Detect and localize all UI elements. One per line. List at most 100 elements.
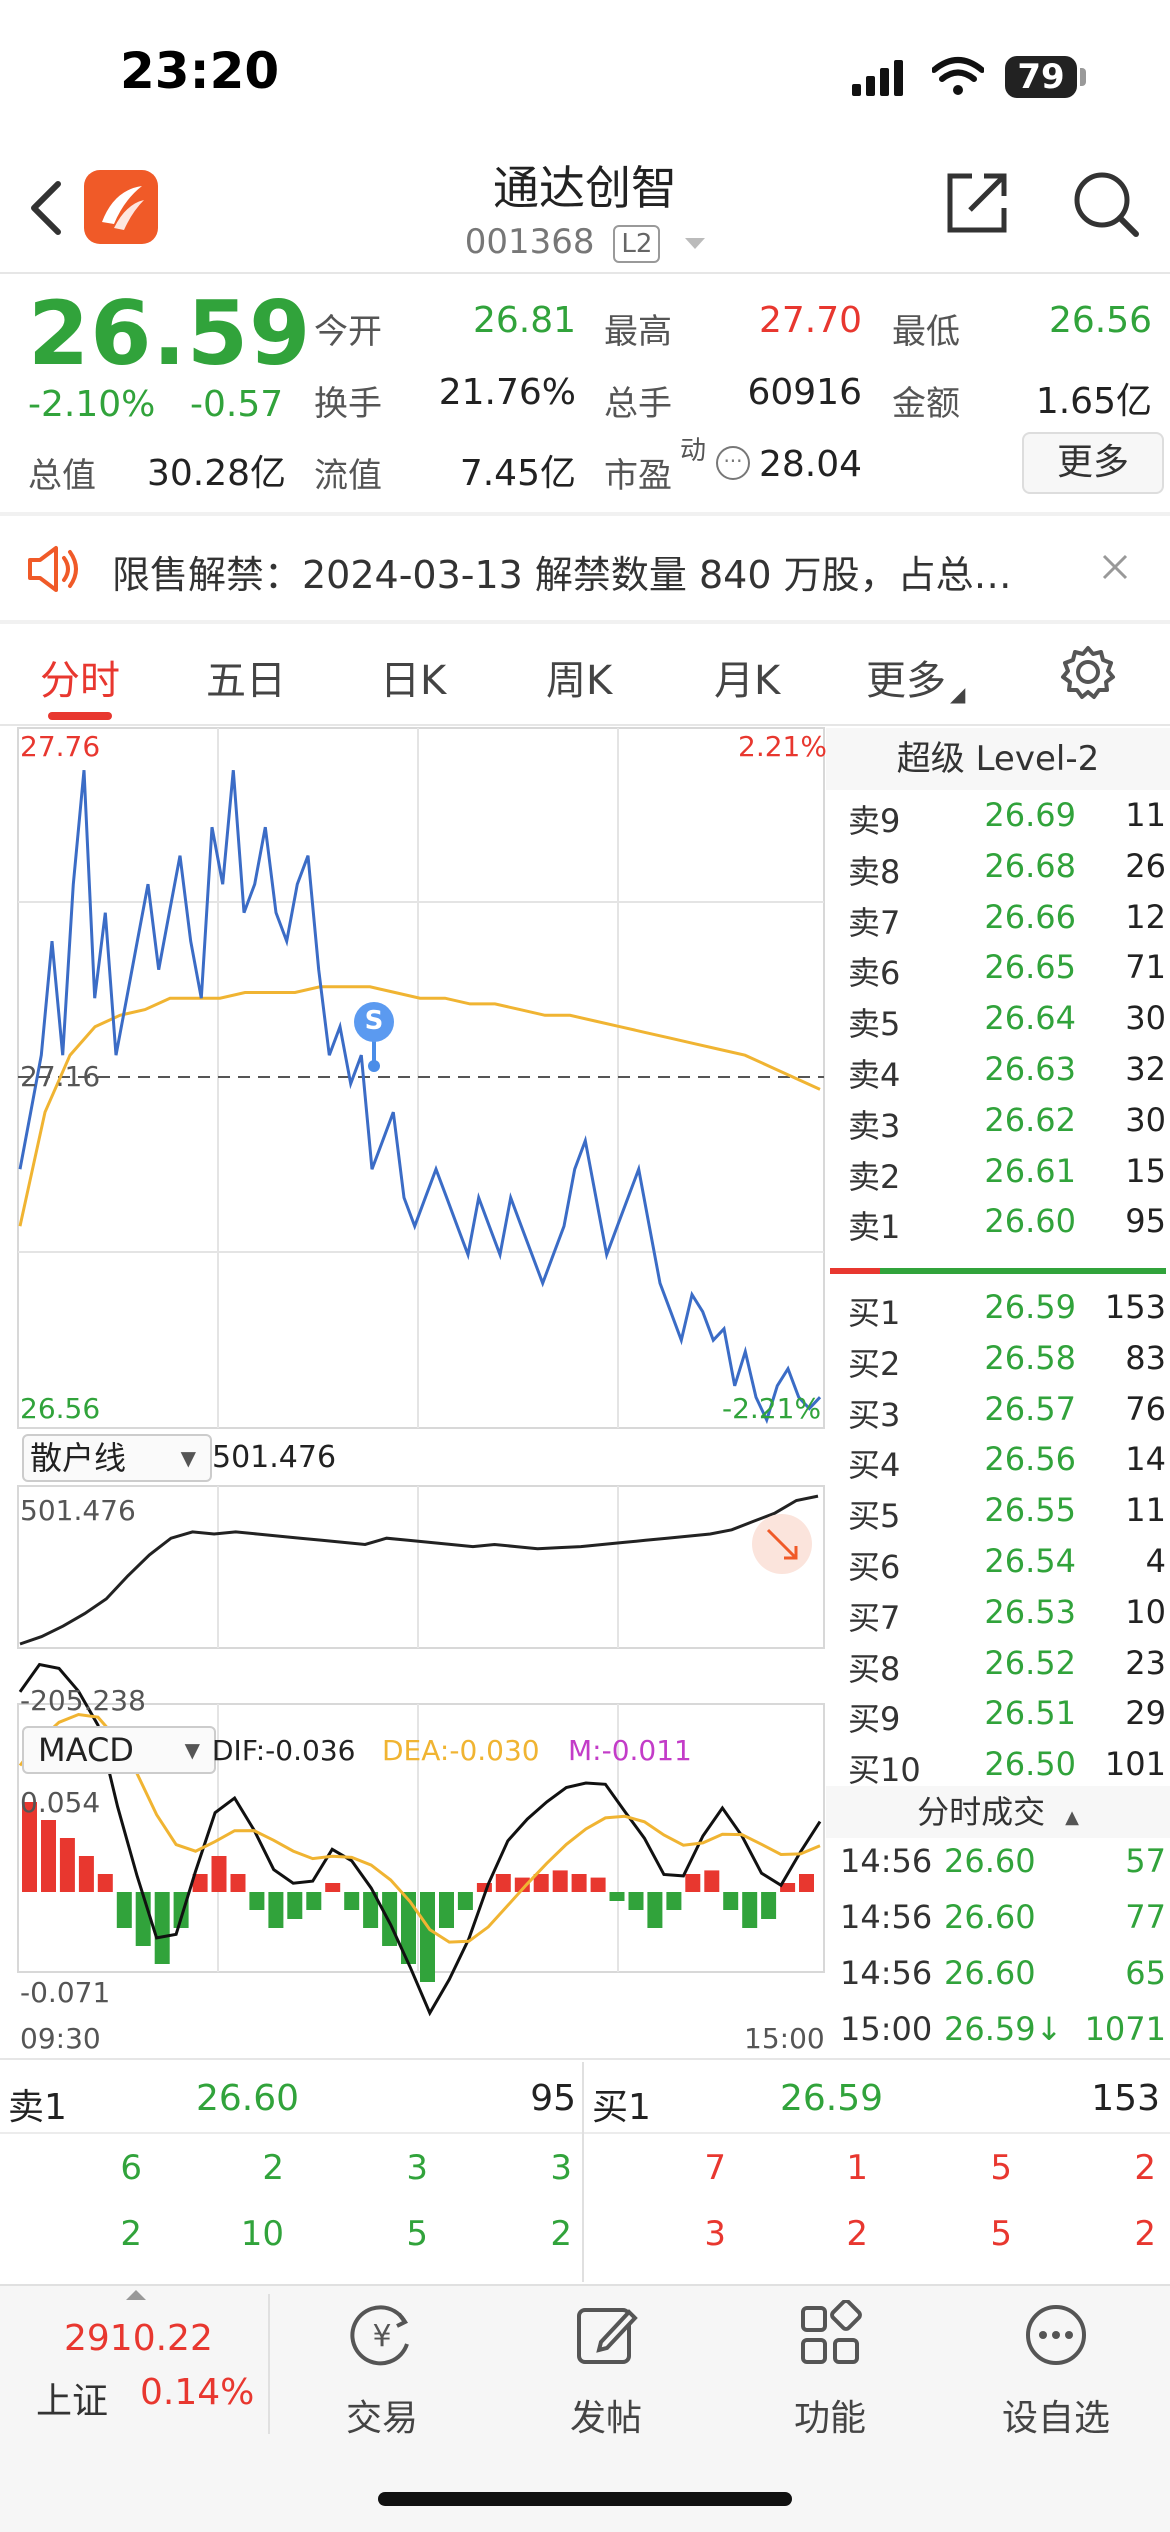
- queue-size: 2: [846, 2214, 868, 2254]
- time-start-label: 09:30: [20, 2022, 101, 2055]
- back-arrow-icon[interactable]: [26, 178, 66, 238]
- level-badge: L2: [613, 224, 661, 263]
- tab-weekly-k[interactable]: 周K: [546, 658, 613, 704]
- orderbook-row[interactable]: 卖5 26.64 30: [826, 999, 1166, 1049]
- close-icon[interactable]: [1100, 552, 1130, 582]
- orderbook-row[interactable]: 卖1 26.60 95: [826, 1202, 1166, 1252]
- retail-panel-frame: [17, 1485, 825, 1649]
- tab-more[interactable]: 更多 ◢: [866, 648, 965, 706]
- macd-bar: [154, 1892, 170, 1964]
- orderbook-price: 26.59: [984, 1288, 1076, 1326]
- orderbook-row[interactable]: 买2 26.58 83: [826, 1339, 1166, 1389]
- ticks-header[interactable]: 分时成交 ▲: [826, 1786, 1170, 1838]
- search-icon[interactable]: [1070, 168, 1142, 240]
- orderbook-row[interactable]: 买4 26.56 14: [826, 1440, 1166, 1490]
- orderbook-row[interactable]: 卖9 26.69 11: [826, 796, 1166, 846]
- stock-code-row[interactable]: 001368 L2: [0, 222, 1170, 263]
- stat-value-low: 26.56: [1048, 300, 1152, 341]
- battery-tip: [1080, 68, 1086, 86]
- tab-intraday[interactable]: 分时: [40, 658, 120, 704]
- notice-text: 限售解禁：2024-03-13 解禁数量 840 万股，占总…: [112, 553, 1012, 597]
- orderbook-qty: 153: [1104, 1288, 1166, 1326]
- toolbar-post[interactable]: 发帖: [536, 2300, 676, 2441]
- orderbook-level: 买8: [848, 1649, 901, 1688]
- orderbook-row[interactable]: 卖3 26.62 30: [826, 1101, 1166, 1151]
- orderbook-level: 买5: [848, 1497, 901, 1536]
- orderbook-row[interactable]: 买9 26.51 29: [826, 1694, 1166, 1744]
- orderbook-row[interactable]: 卖4 26.63 32: [826, 1050, 1166, 1100]
- toolbar-functions[interactable]: 功能: [760, 2299, 900, 2441]
- sell-queue: 6 2 3 3 2 10 5 2: [0, 2148, 580, 2278]
- ticks-title: 分时成交: [917, 1793, 1046, 1831]
- dropdown-caret-icon: ▼: [180, 1446, 196, 1470]
- macd-bar: [495, 1874, 511, 1892]
- triangle-up-icon: ▲: [1065, 1807, 1079, 1828]
- share-icon[interactable]: [942, 168, 1012, 238]
- orderbook-qty: 12: [1125, 897, 1166, 936]
- toolbar-trade[interactable]: ¥ 交易: [312, 2300, 452, 2441]
- post-edit-icon: [577, 2308, 638, 2364]
- orderbook-price: 26.54: [984, 1542, 1076, 1580]
- more-stats-button[interactable]: 更多: [1022, 432, 1164, 494]
- orderbook-row[interactable]: 买7 26.53 10: [826, 1593, 1166, 1643]
- notice-bar[interactable]: [0, 516, 1170, 620]
- orderbook-price: 26.58: [984, 1338, 1076, 1377]
- orderbook-row[interactable]: 买5 26.55 11: [826, 1491, 1166, 1541]
- orderbook-price: 26.63: [984, 1050, 1076, 1088]
- macd-bar: [571, 1874, 587, 1892]
- orderbook-row[interactable]: 买1 26.59 153: [826, 1288, 1166, 1338]
- tick-qty: 1071: [1084, 2010, 1166, 2048]
- orderbook-row[interactable]: 卖8 26.68 26: [826, 847, 1166, 897]
- stat-label-open: 今开: [314, 312, 382, 352]
- orderbook-row[interactable]: 卖7 26.66 12: [826, 898, 1166, 948]
- orderbook-qty: 11: [1125, 796, 1166, 834]
- orderbook-qty: 29: [1125, 1694, 1166, 1733]
- orderbook-row[interactable]: 买10 26.50 101: [826, 1745, 1166, 1795]
- stat-value-volume: 60916: [747, 372, 862, 413]
- orderbook-level: 买4: [848, 1446, 901, 1485]
- retail-indicator-select[interactable]: 散户线 ▼: [22, 1434, 212, 1482]
- tab-daily-k[interactable]: 日K: [380, 658, 447, 704]
- macd-bar: [666, 1892, 682, 1910]
- index-pct[interactable]: 0.14%: [140, 2372, 255, 2413]
- macd-bar: [59, 1838, 75, 1892]
- macd-bar: [761, 1892, 777, 1919]
- macd-indicator-select[interactable]: MACD ▼: [22, 1726, 216, 1774]
- chevron-down-icon: [685, 238, 706, 249]
- orderbook-price: 26.56: [984, 1440, 1076, 1479]
- macd-bar: [287, 1892, 303, 1919]
- toolbar-add-watchlist[interactable]: 设自选: [986, 2300, 1126, 2441]
- intraday-chart[interactable]: [0, 726, 828, 2056]
- tab-five-day[interactable]: 五日: [206, 658, 286, 704]
- queue-size: 2: [550, 2214, 572, 2254]
- orderbook-level: 卖2: [848, 1157, 901, 1196]
- settings-gear-icon[interactable]: [1060, 644, 1116, 700]
- more-dots-icon[interactable]: ···: [716, 446, 750, 480]
- tab-monthly-k[interactable]: 月K: [714, 658, 781, 704]
- orderbook-price: 26.51: [984, 1694, 1076, 1733]
- orderbook-qty: 30: [1125, 1100, 1166, 1139]
- dif-value: DIF:-0.036: [212, 1734, 356, 1767]
- macd-bar: [268, 1892, 284, 1928]
- macd-bar: [41, 1820, 56, 1892]
- orderbook-row[interactable]: 买8 26.52 23: [826, 1644, 1166, 1694]
- orderbook-row[interactable]: 卖6 26.65 71: [826, 948, 1166, 998]
- change-pct: -2.10%: [28, 384, 156, 425]
- retail-grid: [217, 1486, 619, 1648]
- orderbook-row[interactable]: 买6 26.54 4: [826, 1542, 1166, 1592]
- macd-bar: [22, 1802, 37, 1892]
- index-name[interactable]: 上证: [36, 2381, 109, 2422]
- macd-bar: [420, 1892, 435, 1982]
- bottom-buy-price: 26.59: [780, 2078, 884, 2119]
- orderbook-row[interactable]: 卖2 26.61 15: [826, 1152, 1166, 1202]
- sell-marker[interactable]: [354, 1002, 394, 1072]
- orderbook-row[interactable]: 买3 26.57 76: [826, 1390, 1166, 1440]
- index-value[interactable]: 2910.22: [64, 2318, 213, 2359]
- orderbook-header[interactable]: 超级 Level-2: [826, 728, 1170, 790]
- queue-center-divider: [582, 2062, 584, 2282]
- orderbook-price: 26.55: [984, 1491, 1076, 1530]
- wifi-icon: [932, 57, 984, 95]
- orderbook-qty: 32: [1125, 1050, 1166, 1088]
- stat-label-turnover: 换手: [314, 384, 382, 424]
- macd-bar: [723, 1892, 739, 1910]
